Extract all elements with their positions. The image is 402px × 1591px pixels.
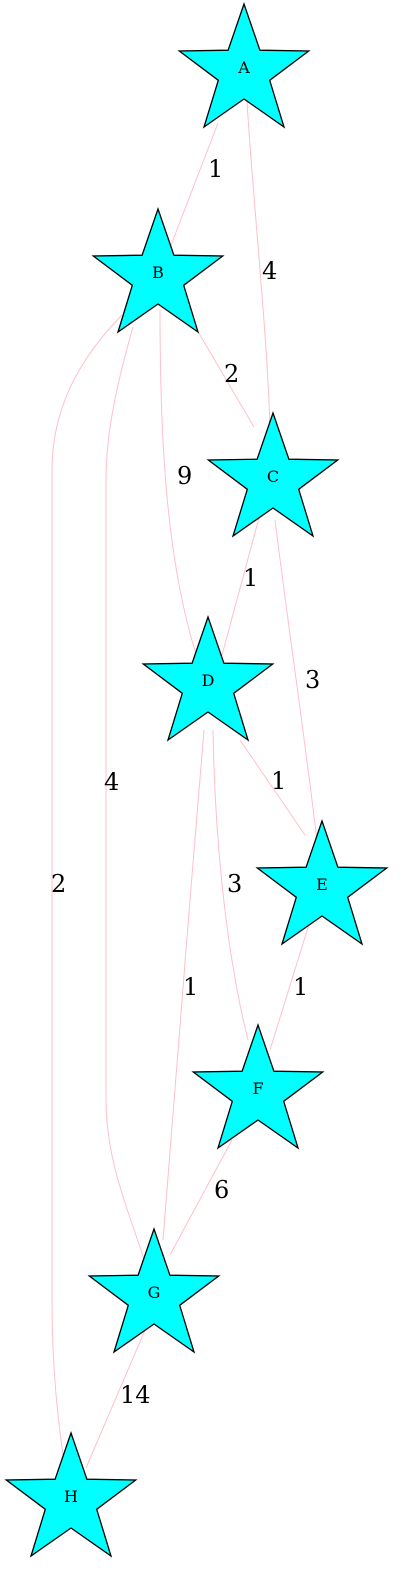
star-icon — [191, 1023, 325, 1150]
edge-B-G — [105, 326, 146, 1263]
edge-A-B — [167, 122, 219, 254]
edge-B-H — [51, 314, 123, 1463]
edge-D-F — [212, 729, 249, 1041]
node-label: G — [148, 1283, 161, 1302]
edge-C-D — [221, 517, 260, 656]
edge-G-H — [85, 1329, 146, 1469]
star-icon — [255, 819, 389, 946]
star-icon — [141, 615, 275, 742]
edge-label-B-G: 4 — [104, 768, 119, 796]
star-icon — [87, 1227, 221, 1354]
star-icon — [91, 207, 225, 334]
edge-label-B-D: 9 — [177, 462, 192, 490]
edge-C-E — [274, 519, 319, 851]
edge-label-C-D: 1 — [243, 564, 258, 592]
edge-label-D-F: 3 — [227, 870, 242, 898]
edge-E-F — [269, 904, 316, 1051]
edge-label-A-C: 4 — [262, 257, 277, 285]
edge-F-G — [169, 1139, 233, 1256]
node-H[interactable]: H — [4, 1431, 138, 1558]
node-label: F — [252, 1079, 263, 1098]
node-label: E — [316, 875, 328, 894]
edge-label-B-C: 2 — [224, 360, 239, 388]
edge-label-B-H: 2 — [51, 870, 66, 898]
node-label: D — [202, 671, 215, 690]
node-label: H — [64, 1487, 78, 1506]
edge-label-D-G: 1 — [183, 973, 198, 1001]
node-E[interactable]: E — [255, 819, 389, 946]
edge-D-E — [239, 739, 306, 836]
star-icon — [177, 2, 311, 129]
node-label: B — [152, 263, 164, 282]
edge-label-C-E: 3 — [305, 666, 320, 694]
node-A[interactable]: A — [177, 2, 311, 129]
node-C[interactable]: C — [206, 411, 340, 538]
node-label: A — [237, 58, 250, 77]
node-G[interactable]: G — [87, 1227, 221, 1354]
edge-label-A-B: 1 — [208, 155, 223, 183]
edge-label-D-E: 1 — [271, 767, 286, 795]
edge-B-D — [159, 309, 199, 661]
edge-D-G — [162, 729, 205, 1241]
edge-label-F-G: 6 — [214, 1176, 229, 1204]
edge-label-E-F: 1 — [293, 973, 308, 1001]
edge-A-C — [246, 101, 271, 429]
node-F[interactable]: F — [191, 1023, 325, 1150]
node-B[interactable]: B — [91, 207, 225, 334]
edge-B-C — [196, 329, 255, 428]
node-D[interactable]: D — [141, 615, 275, 742]
edge-label-G-H: 14 — [120, 1381, 151, 1409]
node-label: C — [267, 467, 279, 486]
star-icon — [206, 411, 340, 538]
star-icon — [4, 1431, 138, 1558]
